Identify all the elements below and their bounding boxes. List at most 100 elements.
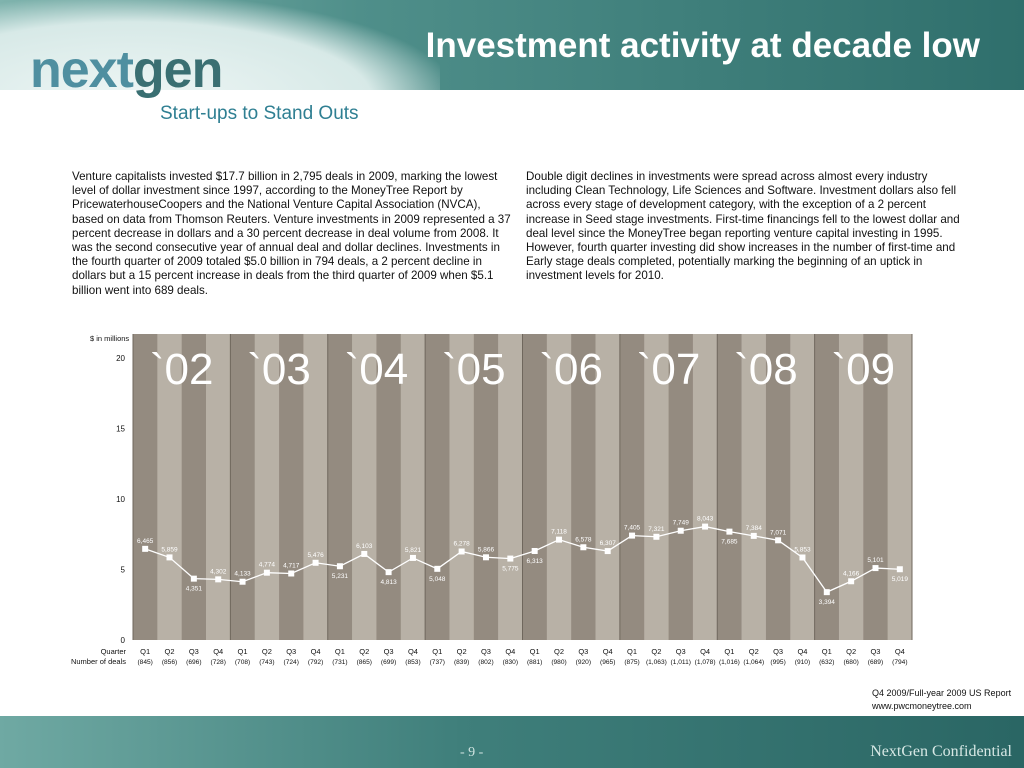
data-point bbox=[531, 547, 538, 554]
year-label: `07 bbox=[637, 345, 701, 394]
header-band bbox=[0, 0, 1024, 90]
x-tick-deals: (792) bbox=[308, 659, 323, 666]
data-point bbox=[702, 523, 709, 530]
data-point bbox=[677, 527, 684, 534]
x-tick-deals: (699) bbox=[381, 659, 396, 666]
y-tick-label: 15 bbox=[116, 425, 125, 434]
y-tick-label: 20 bbox=[116, 354, 125, 363]
quarter-band bbox=[449, 334, 475, 640]
source-line-2: www.pwcmoneytree.com bbox=[872, 701, 972, 711]
quarter-band bbox=[400, 334, 426, 640]
data-point bbox=[263, 569, 270, 576]
x-tick-quarter: Q1 bbox=[724, 647, 734, 656]
data-label: 6,313 bbox=[527, 558, 544, 565]
x-tick-quarter: Q3 bbox=[773, 647, 783, 656]
data-label: 7,685 bbox=[721, 539, 738, 546]
data-label: 6,465 bbox=[137, 538, 154, 545]
quarter-band bbox=[765, 334, 791, 640]
x-tick-deals: (794) bbox=[892, 659, 907, 666]
data-point bbox=[848, 578, 855, 585]
data-label: 4,774 bbox=[259, 562, 276, 569]
quarter-band bbox=[303, 334, 329, 640]
year-label: `03 bbox=[247, 345, 311, 394]
quarter-band bbox=[181, 334, 207, 640]
data-label: 5,019 bbox=[892, 576, 909, 583]
x-tick-quarter: Q2 bbox=[554, 647, 564, 656]
confidential-label: NextGen Confidential bbox=[870, 743, 1012, 760]
quarter-band bbox=[571, 334, 596, 640]
data-point bbox=[775, 537, 782, 544]
x-tick-deals: (680) bbox=[843, 659, 858, 666]
x-tick-quarter: Q1 bbox=[822, 647, 832, 656]
x-tick-quarter: Q1 bbox=[335, 647, 345, 656]
data-point bbox=[823, 589, 830, 596]
year-label: `09 bbox=[832, 345, 896, 394]
data-label: 4,302 bbox=[210, 568, 227, 575]
x-tick-deals: (995) bbox=[770, 659, 785, 666]
data-label: 6,278 bbox=[454, 540, 471, 547]
x-tick-quarter: Q1 bbox=[238, 647, 248, 656]
x-tick-deals: (689) bbox=[868, 659, 883, 666]
x-tick-quarter: Q3 bbox=[481, 647, 491, 656]
page-number: - 9 - bbox=[460, 745, 484, 760]
x-tick-quarter: Q2 bbox=[262, 647, 272, 656]
quarter-band bbox=[595, 334, 621, 640]
data-point bbox=[312, 559, 319, 566]
data-point bbox=[239, 578, 246, 585]
x-tick-quarter: Q1 bbox=[140, 647, 150, 656]
data-label: 7,405 bbox=[624, 525, 641, 532]
x-tick-deals: (1,078) bbox=[695, 659, 716, 666]
x-tick-deals: (737) bbox=[430, 659, 445, 666]
data-point bbox=[385, 569, 392, 576]
x-tick-deals: (724) bbox=[284, 659, 299, 666]
data-point bbox=[361, 550, 368, 557]
data-label: 4,166 bbox=[843, 570, 860, 577]
x-tick-deals: (731) bbox=[332, 659, 347, 666]
x-tick-deals: (845) bbox=[137, 659, 152, 666]
x-tick-deals: (696) bbox=[186, 659, 201, 666]
data-label: 4,717 bbox=[283, 562, 300, 569]
x-tick-deals: (839) bbox=[454, 659, 469, 666]
data-label: 5,476 bbox=[307, 552, 324, 559]
data-point bbox=[629, 532, 636, 539]
data-label: 5,775 bbox=[502, 566, 519, 573]
x-tick-deals: (865) bbox=[357, 659, 372, 666]
logo-part-next: next bbox=[30, 41, 134, 99]
data-label: 8,043 bbox=[697, 516, 714, 523]
logo-tagline: Start-ups to Stand Outs bbox=[160, 103, 359, 124]
footer-band bbox=[0, 716, 1024, 768]
data-point bbox=[750, 532, 757, 539]
x-tick-deals: (1,016) bbox=[719, 659, 740, 666]
data-point bbox=[896, 566, 903, 573]
y-tick-label: 5 bbox=[121, 566, 126, 575]
quarter-band bbox=[692, 334, 718, 640]
x-tick-quarter: Q3 bbox=[189, 647, 199, 656]
x-tick-deals: (1,011) bbox=[671, 659, 691, 666]
data-label: 6,103 bbox=[356, 543, 373, 550]
x-tick-deals: (910) bbox=[795, 659, 810, 666]
paragraph-right: Double digit declines in investments wer… bbox=[526, 170, 960, 283]
source-line-1: Q4 2009/Full-year 2009 US Report bbox=[872, 688, 1012, 698]
quarter-band bbox=[498, 334, 523, 640]
x-tick-quarter: Q4 bbox=[505, 647, 515, 656]
data-label: 4,133 bbox=[234, 571, 251, 578]
x-tick-deals: (708) bbox=[235, 659, 250, 666]
x-tick-quarter: Q2 bbox=[359, 647, 369, 656]
data-point bbox=[409, 554, 416, 561]
data-label: 7,749 bbox=[673, 520, 690, 527]
data-point bbox=[215, 576, 222, 583]
x-tick-deals: (853) bbox=[405, 659, 420, 666]
investment-chart: `02 `03 `04 `05 `06 `07 `08 `09 $ in millions 0 5 1… bbox=[60, 330, 920, 670]
quarter-band bbox=[327, 334, 353, 640]
x-tick-deals: (632) bbox=[819, 659, 834, 666]
row-label-deals: Number of deals bbox=[71, 657, 126, 666]
data-point bbox=[190, 575, 197, 582]
quarter-band bbox=[473, 334, 499, 640]
data-point bbox=[166, 554, 173, 561]
x-tick-deals: (1,063) bbox=[646, 659, 667, 666]
x-tick-quarter: Q1 bbox=[530, 647, 540, 656]
slide-title: Investment activity at decade low bbox=[425, 26, 980, 65]
data-label: 5,048 bbox=[429, 576, 446, 583]
x-tick-quarter: Q4 bbox=[311, 647, 321, 656]
year-label: `08 bbox=[734, 345, 798, 394]
